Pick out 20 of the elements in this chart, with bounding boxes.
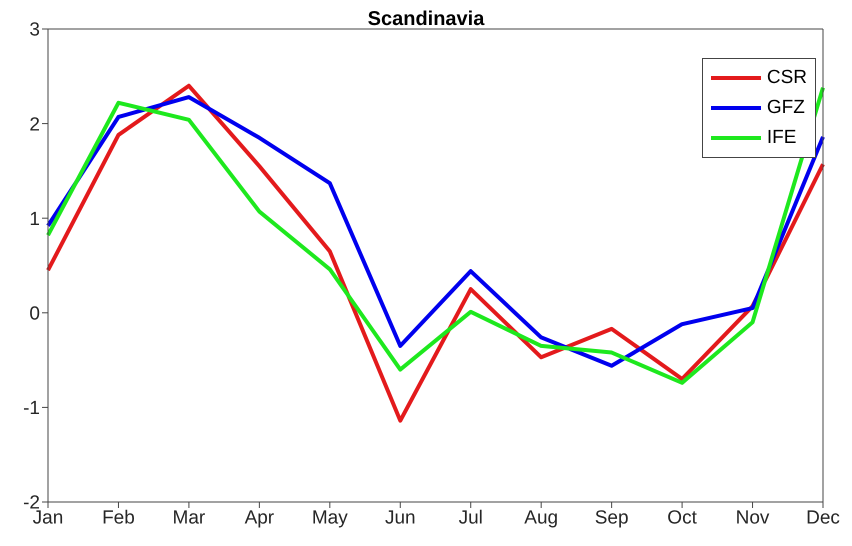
y-tick-label: -1: [23, 398, 40, 420]
y-tick-label: 1: [29, 208, 40, 230]
chart-title: Scandinavia: [368, 8, 484, 30]
x-tick-label: Sep: [594, 507, 629, 528]
y-tick-label: 0: [29, 304, 40, 325]
x-tick-label: Apr: [244, 507, 275, 528]
x-tick-label: Dec: [806, 507, 840, 528]
legend-label: IFE: [766, 127, 796, 149]
y-tick-label: 2: [29, 114, 40, 136]
x-tick-label: Mar: [172, 507, 206, 528]
x-tick-label: May: [312, 507, 348, 528]
x-tick-label: Aug: [524, 507, 558, 528]
x-tick-label: Jun: [384, 507, 416, 528]
legend-label: GFZ: [766, 97, 805, 119]
x-tick-label: Nov: [736, 507, 770, 528]
y-tick-label: 3: [29, 20, 40, 41]
x-tick-label: Jul: [458, 507, 483, 528]
x-tick-label: Feb: [102, 507, 135, 528]
legend-label: CSR: [766, 67, 807, 89]
x-tick-label: Oct: [667, 507, 698, 528]
